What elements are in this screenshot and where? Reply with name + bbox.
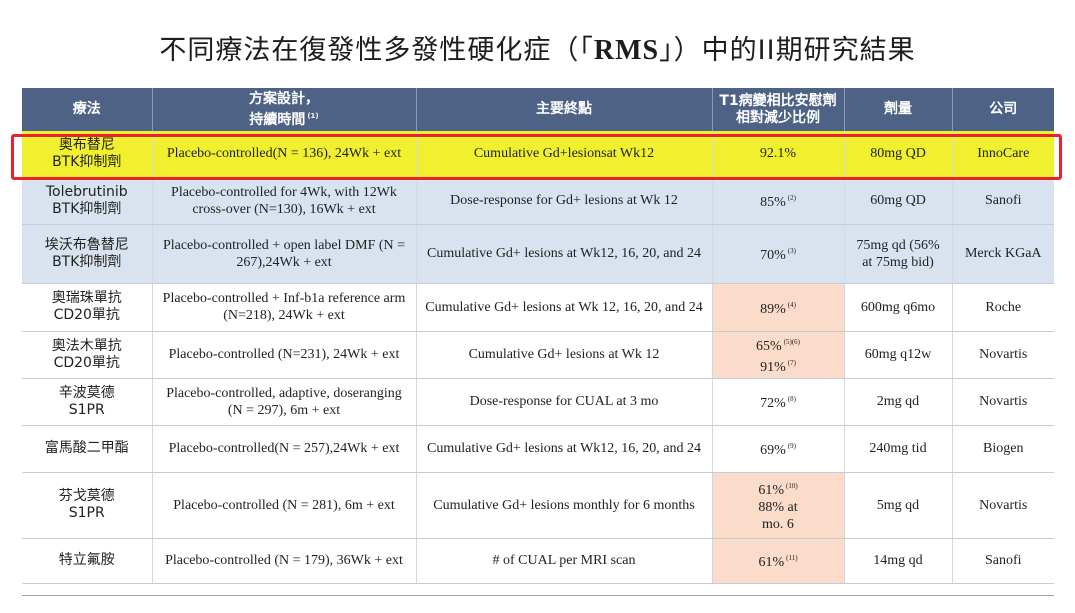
company-cell: Sanofi (951, 177, 1054, 225)
endpoint-cell: Cumulative Gd+ lesions at Wk 12, 16, 20,… (415, 283, 712, 332)
table-row: 埃沃布魯替尼 BTK抑制劑 Placebo-controlled + open la… (22, 224, 1054, 284)
dose-cell: 600mg q6mo (843, 283, 952, 332)
endpoint-cell: Cumulative Gd+ lesions at Wk12, 16, 20, … (415, 224, 712, 284)
reduction-cell: 61% (11) (711, 538, 844, 584)
company-cell: InnoCare (951, 131, 1054, 178)
dose-cell: 80mg QD (843, 131, 952, 178)
reduction-cell: 72% (8) (711, 378, 844, 426)
company-cell: Novartis (951, 378, 1054, 426)
table-row: Tolebrutinib BTK抑制劑 Placebo-controlled for… (22, 177, 1054, 225)
table-row: 奧布替尼 BTK抑制劑 Placebo-controlled(N = 136), 2… (22, 131, 1054, 178)
trial-results-table: 療法 方案設計， 持續時間 (1) 主要終點 T1病變相比安慰劑 相對減少比例 劑… (22, 88, 1054, 584)
company-cell: Sanofi (951, 538, 1054, 584)
dose-cell: 240mg tid (843, 425, 952, 473)
design-cell: Placebo-controlled + open label DMF (N =… (151, 224, 416, 284)
reduction-cell: 85% (2) (711, 177, 844, 225)
endpoint-cell: # of CUAL per MRI scan (415, 538, 712, 584)
design-cell: Placebo-controlled (N=231), 24Wk + ext (151, 331, 416, 379)
company-cell: Merck KGaA (951, 224, 1054, 284)
endpoint-cell: Cumulative Gd+lesionsat Wk12 (415, 131, 712, 178)
company-cell: Novartis (951, 331, 1054, 379)
header-dose: 劑量 (843, 88, 952, 131)
header-therapy: 療法 (22, 88, 152, 131)
table-row: 富馬酸二甲酯 Placebo-controlled(N = 257),24Wk +… (22, 425, 1054, 473)
table-row: 奧瑞珠單抗 CD20單抗 Placebo-controlled + Inf-b1a … (22, 283, 1054, 332)
therapy-cell: 芬戈莫德 S1PR (22, 472, 152, 539)
table-row: 特立氟胺 Placebo-controlled (N = 179), 36Wk +… (22, 538, 1054, 584)
header-design: 方案設計， 持續時間 (1) (151, 88, 416, 131)
design-cell: Placebo-controlled, adaptive, doserangin… (151, 378, 416, 426)
endpoint-cell: Dose-response for CUAL at 3 mo (415, 378, 712, 426)
company-cell: Roche (951, 283, 1054, 332)
reduction-cell: 61% (10) 88% at mo. 6 (711, 472, 844, 539)
header-endpoint: 主要終點 (415, 88, 712, 131)
company-cell: Novartis (951, 472, 1054, 539)
design-cell: Placebo-controlled + Inf-b1a reference a… (151, 283, 416, 332)
therapy-cell: Tolebrutinib BTK抑制劑 (22, 177, 152, 225)
dose-cell: 75mg qd (56% at 75mg bid) (843, 224, 952, 284)
therapy-cell: 埃沃布魯替尼 BTK抑制劑 (22, 224, 152, 284)
dose-cell: 60mg QD (843, 177, 952, 225)
table-row: 辛波莫德 S1PR Placebo-controlled, adaptive, do… (22, 378, 1054, 426)
design-cell: Placebo-controlled(N = 136), 24Wk + ext (151, 131, 416, 178)
dose-cell: 5mg qd (843, 472, 952, 539)
reduction-cell: 65% (5)(6) 91% (7) (711, 331, 844, 379)
endpoint-cell: Cumulative Gd+ lesions monthly for 6 mon… (415, 472, 712, 539)
table-header-row: 療法 方案設計， 持續時間 (1) 主要終點 T1病變相比安慰劑 相對減少比例 劑… (22, 88, 1054, 131)
dose-cell: 60mg q12w (843, 331, 952, 379)
reduction-cell: 70% (3) (711, 224, 844, 284)
endpoint-cell: Cumulative Gd+ lesions at Wk 12 (415, 331, 712, 379)
reduction-cell: 69% (9) (711, 425, 844, 473)
therapy-cell: 奧法木單抗 CD20單抗 (22, 331, 152, 379)
table-row: 奧法木單抗 CD20單抗 Placebo-controlled (N=231), 2… (22, 331, 1054, 379)
therapy-cell: 奧布替尼 BTK抑制劑 (22, 131, 152, 178)
table-bottom-rule (22, 595, 1054, 596)
header-company: 公司 (951, 88, 1054, 131)
therapy-cell: 辛波莫德 S1PR (22, 378, 152, 426)
therapy-cell: 奧瑞珠單抗 CD20單抗 (22, 283, 152, 332)
design-cell: Placebo-controlled (N = 281), 6m + ext (151, 472, 416, 539)
reduction-cell: 89% (4) (711, 283, 844, 332)
reduction-cell: 92.1% (711, 131, 844, 178)
dose-cell: 2mg qd (843, 378, 952, 426)
design-cell: Placebo-controlled for 4Wk, with 12Wk cr… (151, 177, 416, 225)
design-cell: Placebo-controlled(N = 257),24Wk + ext (151, 425, 416, 473)
company-cell: Biogen (951, 425, 1054, 473)
page-title: 不同療法在復發性多發性硬化症（「RMS」）中的II期研究結果 (159, 35, 916, 66)
endpoint-cell: Cumulative Gd+ lesions at Wk12, 16, 20, … (415, 425, 712, 473)
endpoint-cell: Dose-response for Gd+ lesions at Wk 12 (415, 177, 712, 225)
design-cell: Placebo-controlled (N = 179), 36Wk + ext (151, 538, 416, 584)
header-reduction: T1病變相比安慰劑 相對減少比例 (711, 88, 844, 131)
table-row: 芬戈莫德 S1PR Placebo-controlled (N = 281), 6m… (22, 472, 1054, 539)
therapy-cell: 特立氟胺 (22, 538, 152, 584)
dose-cell: 14mg qd (843, 538, 952, 584)
therapy-cell: 富馬酸二甲酯 (22, 425, 152, 473)
